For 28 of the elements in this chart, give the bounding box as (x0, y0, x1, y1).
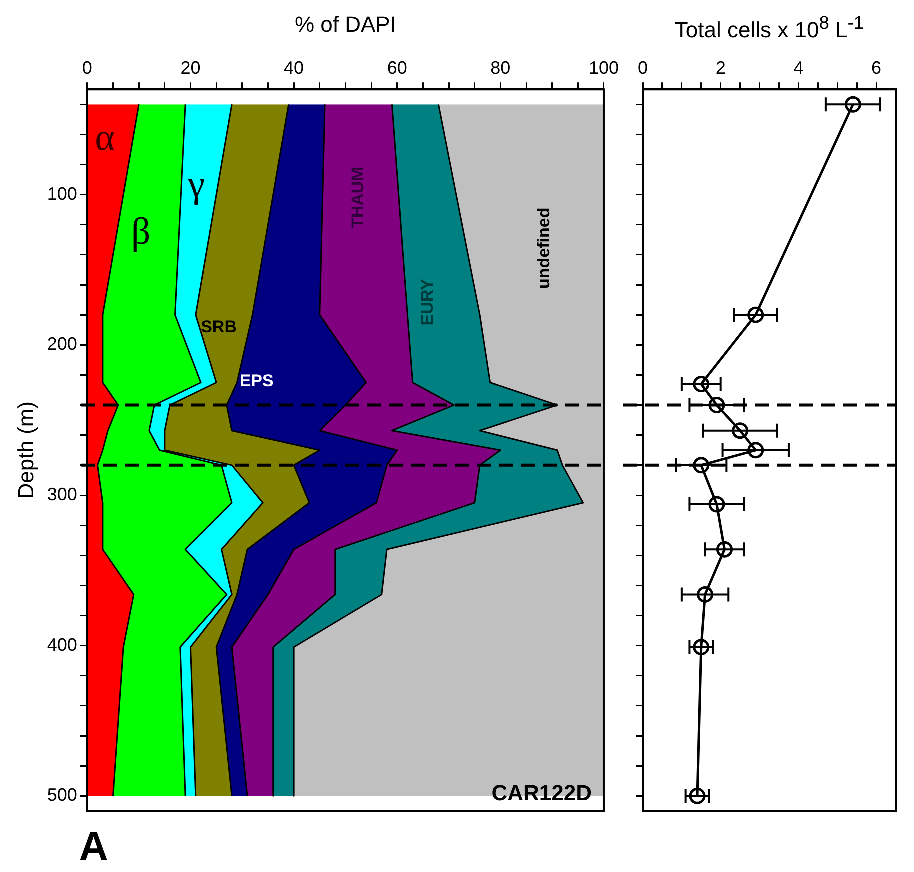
x-tick-label: 2 (716, 58, 726, 78)
series-label: EPS (240, 372, 274, 391)
x-tick-label: 100 (588, 58, 620, 78)
series-label: SRB (201, 317, 237, 336)
x-tick-label: 40 (284, 58, 304, 78)
series-label: β (131, 210, 151, 253)
y-tick-label: 200 (47, 334, 78, 354)
x-tick-label: 20 (180, 58, 201, 78)
x-tick-label: 6 (872, 58, 882, 78)
series-label: THAUM (348, 167, 368, 229)
series-label: undefined (534, 208, 554, 289)
x-axis-title: Total cells x 10$^{8}$ L$^{-1}$ (674, 12, 864, 44)
y-tick-label: 300 (47, 484, 78, 504)
x-tick-label: 0 (82, 58, 92, 78)
text: A (79, 825, 108, 870)
y-axis-title: Depth (m) (13, 402, 38, 500)
annotation: CAR122D (492, 780, 592, 806)
x-tick-label: 80 (490, 58, 511, 78)
x-tick-label: 60 (387, 58, 408, 78)
y-tick-label: 100 (47, 184, 78, 204)
x-axis-title: % of DAPI (294, 12, 396, 38)
series-label: γ (187, 164, 205, 206)
y-tick-label: 400 (47, 634, 78, 655)
series-label: α (95, 117, 116, 160)
y-tick-label: 500 (47, 785, 78, 806)
x-tick-label: 4 (794, 58, 804, 78)
x-tick-label: 0 (638, 58, 648, 78)
series-label: EURY (418, 278, 438, 326)
